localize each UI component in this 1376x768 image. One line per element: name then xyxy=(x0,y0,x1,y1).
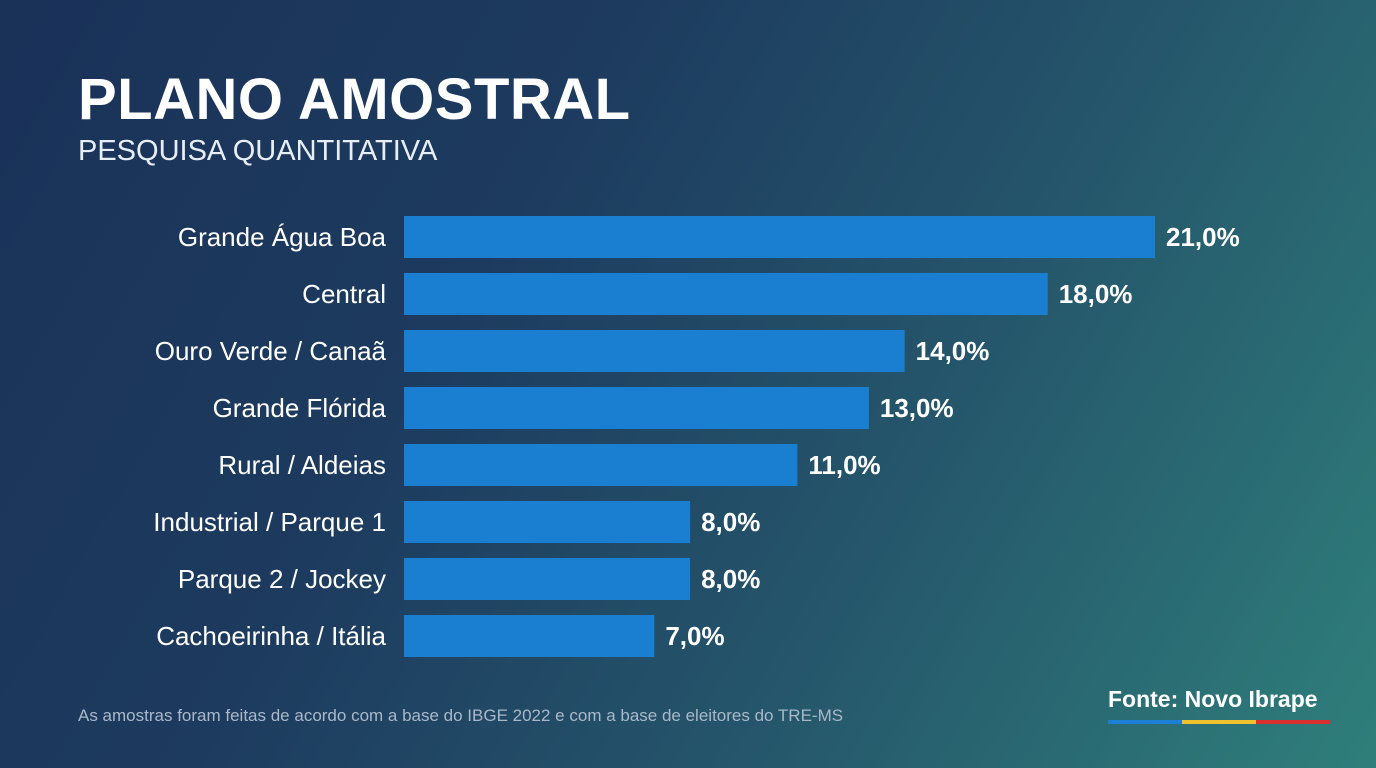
bar xyxy=(404,558,691,600)
bar xyxy=(404,273,1048,315)
source-label: Fonte: Novo Ibrape xyxy=(1108,686,1318,712)
value-label: 8,0% xyxy=(701,507,760,537)
value-label: 11,0% xyxy=(808,450,880,480)
value-label: 7,0% xyxy=(665,621,724,651)
bar xyxy=(404,387,869,429)
source-stripe-yellow xyxy=(1182,720,1256,724)
category-label: Parque 2 / Jockey xyxy=(178,564,386,594)
category-label: Central xyxy=(302,279,386,309)
bar xyxy=(404,615,655,657)
source-stripe-blue xyxy=(1108,720,1182,724)
value-label: 18,0% xyxy=(1059,279,1133,309)
category-label: Grande Flórida xyxy=(213,393,387,423)
bar xyxy=(404,501,691,543)
category-label: Ouro Verde / Canaã xyxy=(155,336,387,366)
source-stripe-red xyxy=(1256,720,1330,724)
value-label: 14,0% xyxy=(916,336,990,366)
category-label: Grande Água Boa xyxy=(178,222,387,252)
value-label: 8,0% xyxy=(701,564,760,594)
value-label: 13,0% xyxy=(880,393,954,423)
category-label: Cachoeirinha / Itália xyxy=(156,621,386,651)
category-label: Rural / Aldeias xyxy=(218,450,386,480)
footnote: As amostras foram feitas de acordo com a… xyxy=(78,706,844,725)
value-label: 21,0% xyxy=(1166,222,1240,252)
bar xyxy=(404,216,1155,258)
chart-subtitle: PESQUISA QUANTITATIVA xyxy=(78,135,438,167)
bar xyxy=(404,330,905,372)
bar xyxy=(404,444,798,486)
category-label: Industrial / Parque 1 xyxy=(153,507,386,537)
chart-title: PLANO AMOSTRAL xyxy=(78,67,631,132)
